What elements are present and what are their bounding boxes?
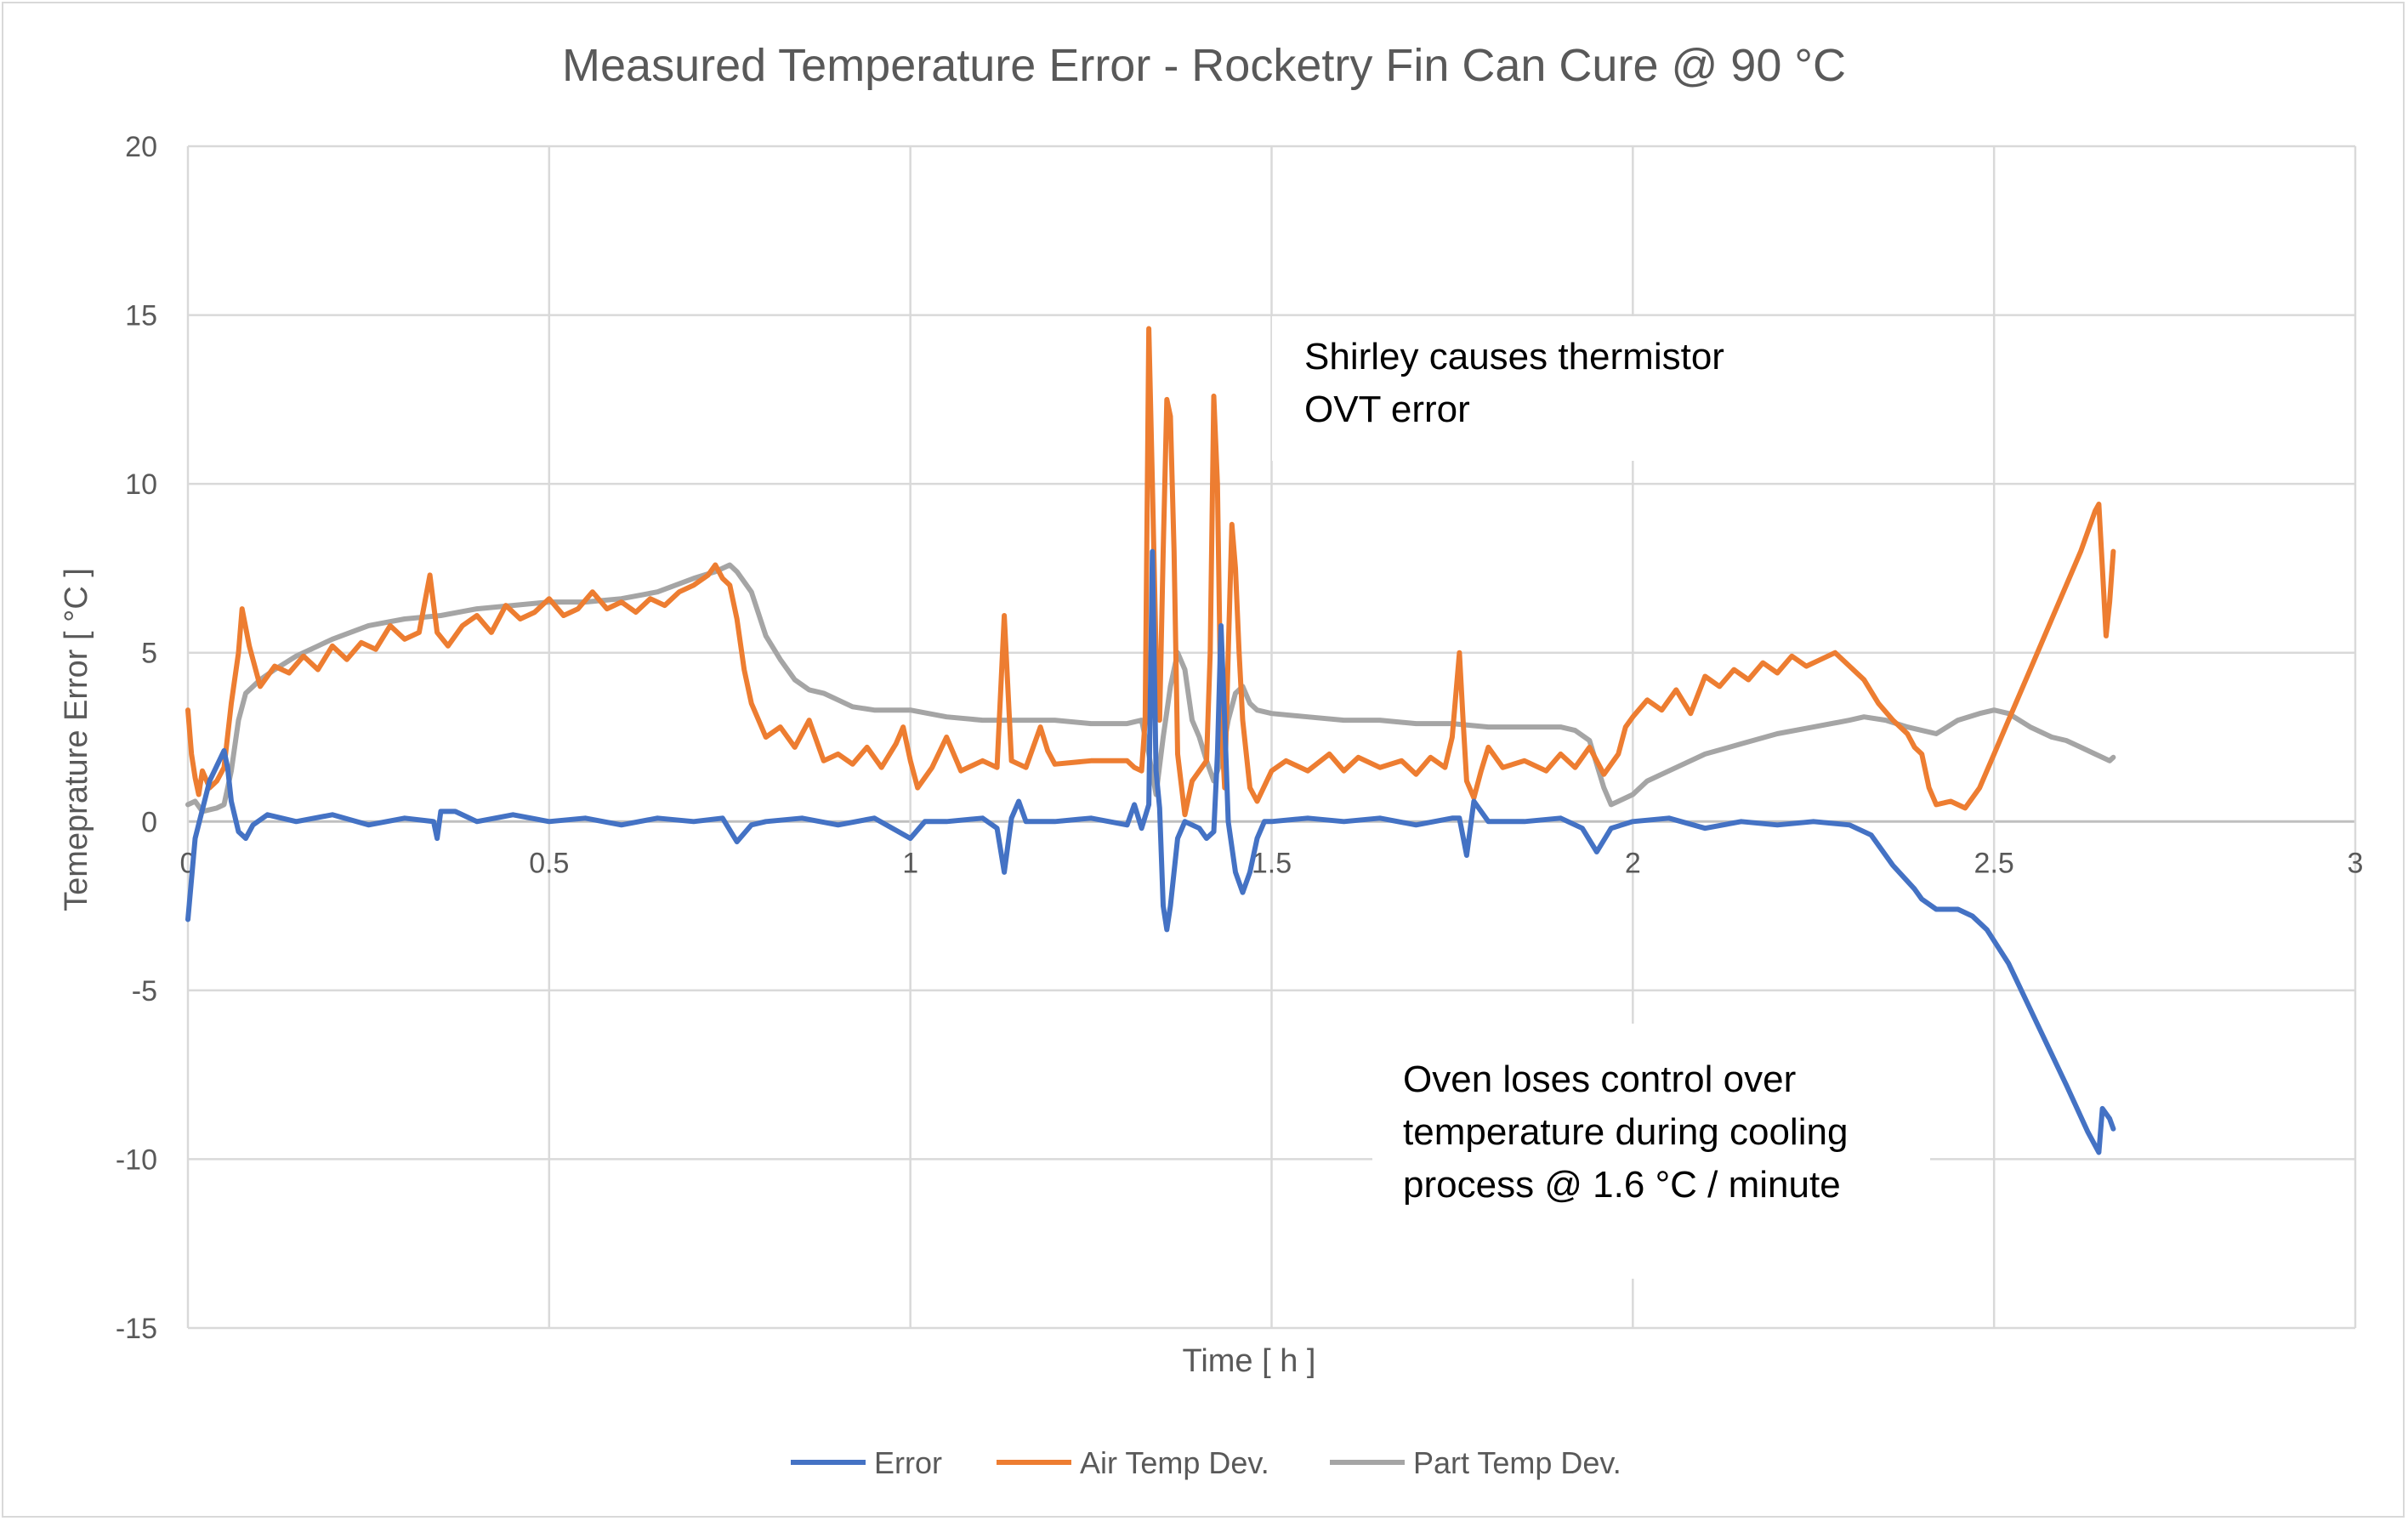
y-tick-label: 15 [125,300,157,332]
series-layer [185,326,2116,1155]
series-line-air-temp-dev [185,326,2116,818]
y-tick-label: 5 [141,638,157,670]
legend-item: Error [791,1445,942,1480]
y-tick-label: -5 [132,975,157,1007]
x-tick-label: 1.5 [1252,847,1292,879]
grid-lines [186,145,2357,1330]
legend-item: Air Temp Dev. [997,1445,1269,1480]
y-tick-label: 0 [141,806,157,838]
annotation-2: Oven loses control over temperature durin… [1372,1024,1930,1279]
x-tick-label: 1 [902,847,918,879]
annotation-text: OVT error [1304,389,1470,430]
x-axis-title: Time [ h ] [1183,1343,1316,1379]
annotation-text: Oven loses control over [1403,1058,1796,1100]
y-tick-label: -15 [116,1313,157,1345]
legend: Error Air Temp Dev. Part Temp Dev. [791,1445,1621,1480]
annotation-box [1272,316,1779,461]
legend-label: Error [874,1445,942,1480]
x-tick-label: 2.5 [1974,847,2014,879]
annotations: Shirley causes thermistor OVT error Oven l… [1272,316,1930,1279]
x-tick-label: 2 [1625,847,1641,879]
legend-label: Air Temp Dev. [1080,1445,1269,1480]
y-tick-label: 20 [125,131,157,163]
x-tick-label: 0.5 [529,847,569,879]
annotation-1: Shirley causes thermistor OVT error [1272,316,1779,461]
y-axis-title: Temeprature Error [ °C ] [59,568,94,911]
x-tick-label: 3 [2348,847,2364,879]
annotation-text: Shirley causes thermistor [1304,336,1724,377]
annotation-text: temperature during cooling [1403,1111,1848,1153]
y-tick-label: -10 [116,1144,157,1176]
annotation-text: process @ 1.6 °C / minute [1403,1164,1841,1206]
series-line-error [185,548,2116,1155]
y-tick-label: 10 [125,468,157,501]
annotation-box [1372,1024,1930,1279]
chart-title: Measured Temperature Error - Rocketry Fi… [562,40,1846,91]
series-line-part-temp-dev [185,562,2116,814]
legend-label: Part Temp Dev. [1413,1445,1621,1480]
legend-item: Part Temp Dev. [1330,1445,1621,1480]
